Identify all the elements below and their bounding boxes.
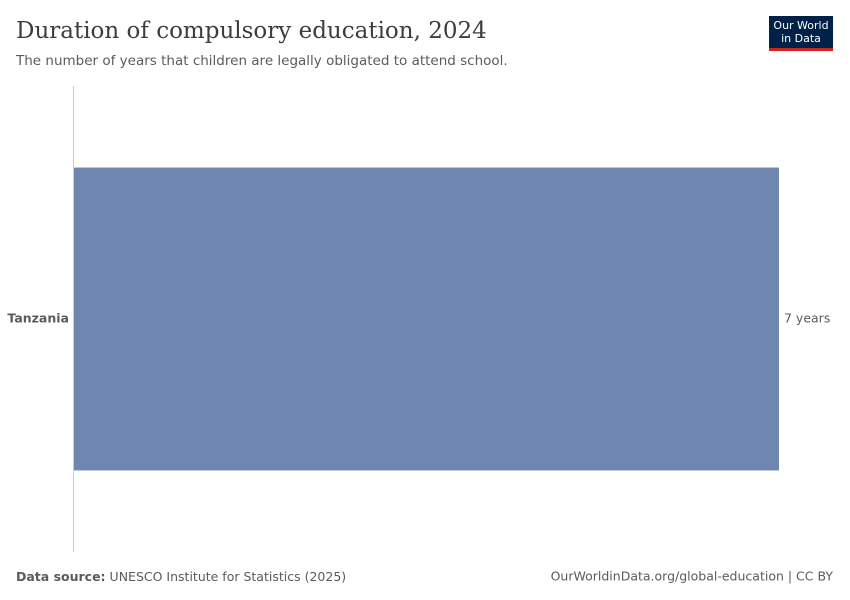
logo-text: in Data (781, 32, 821, 45)
source: Data source: UNESCO Institute for Statis… (16, 569, 346, 584)
source-text: UNESCO Institute for Statistics (2025) (110, 569, 347, 584)
logo-box (769, 16, 833, 50)
chart-title: Duration of compulsory education, 2024 (16, 18, 487, 44)
chart-subtitle: The number of years that children are le… (15, 53, 508, 69)
category-label: Tanzania (7, 311, 69, 326)
logo-underline (769, 48, 833, 51)
source-label: Data source: (16, 569, 106, 584)
value-label: 7 years (784, 311, 830, 326)
logo-text: Our World (773, 19, 828, 32)
credit[interactable]: OurWorldinData.org/global-education | CC… (551, 569, 834, 584)
logo[interactable]: Our World in Data (769, 16, 833, 51)
bar (74, 167, 779, 471)
